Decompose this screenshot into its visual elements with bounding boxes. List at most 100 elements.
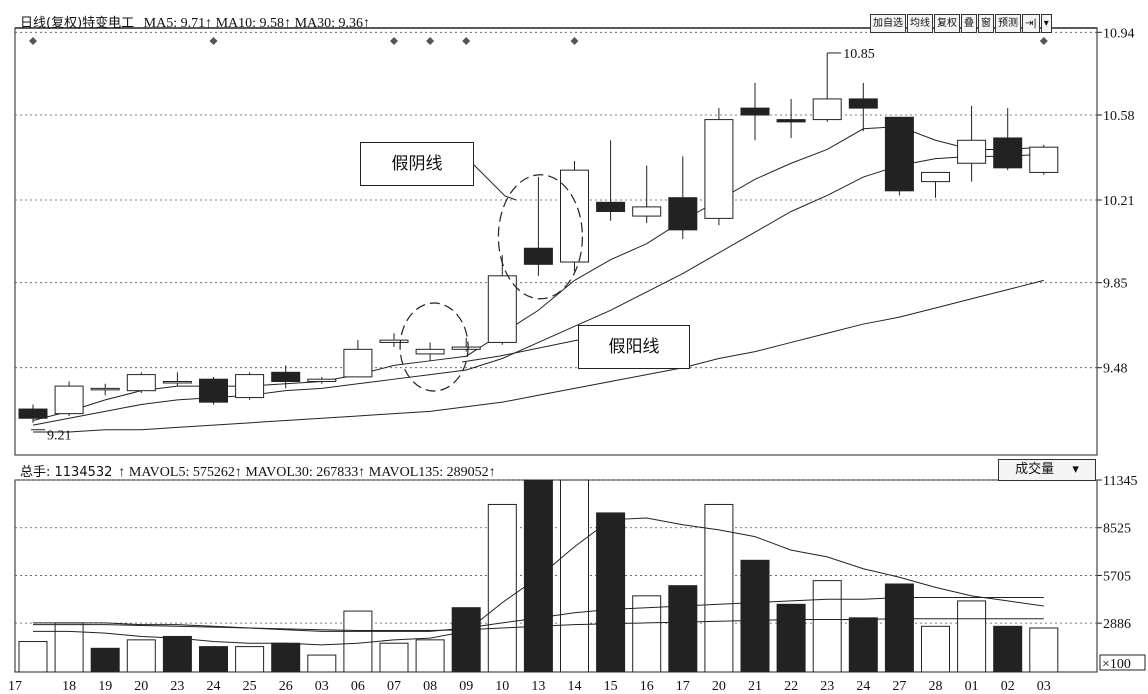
volume-bar-up	[415, 639, 445, 673]
volume-ma-line-1	[33, 517, 1044, 646]
ma5-readout: MA5: 9.71	[143, 16, 206, 31]
volume-bar-up	[957, 600, 987, 673]
volume-indicator-select[interactable]: 成交量 ▾	[998, 459, 1096, 481]
volume-bar-down	[884, 583, 914, 673]
chevron-down-icon: ▾	[1072, 462, 1079, 477]
bull-candle	[415, 348, 445, 355]
volume-bar-up	[379, 642, 409, 673]
volume-bar-down	[596, 512, 626, 673]
low-price-label: 9.21	[47, 429, 72, 444]
ma10-arrow: ↑	[284, 16, 292, 31]
volume-bar-down	[162, 635, 192, 673]
chart-title: 日线(复权)特变电工	[20, 16, 135, 31]
price-tick-label: 9.48	[1103, 362, 1128, 377]
volume-bar-up	[126, 639, 156, 673]
x-tick-label: 03	[1037, 679, 1051, 694]
overlay-button[interactable]: 叠	[961, 14, 977, 33]
bear-candle	[848, 98, 878, 109]
x-tick-label: 10	[495, 679, 509, 694]
x-tick-label: 27	[892, 679, 906, 694]
volume-bar-up	[812, 580, 842, 673]
ma30-arrow: ↑	[363, 16, 371, 31]
x-tick-label: 06	[351, 679, 365, 694]
event-marker-icon	[426, 37, 435, 45]
x-tick-label: 17	[8, 679, 22, 694]
price-tick-label: 9.85	[1103, 277, 1128, 292]
jump-end-button[interactable]: ⇥|	[1022, 14, 1040, 33]
volume-bar-up	[18, 641, 48, 673]
volume-bar-down	[993, 625, 1023, 673]
x-tick-label: 23	[820, 679, 834, 694]
fake-bull-callout: 假阳线	[578, 325, 690, 369]
price-header: 日线(复权)特变电工 MA5: 9.71↑ MA10: 9.58↑ MA30: …	[20, 12, 370, 32]
bear-candle	[18, 408, 48, 419]
volume-bar-up	[235, 646, 265, 673]
bull-candle	[451, 346, 481, 350]
ma-line-button[interactable]: 均线	[907, 14, 933, 33]
x-tick-label: 20	[134, 679, 148, 694]
bear-candle	[523, 247, 553, 265]
bull-candle	[957, 139, 987, 164]
fake-bear-callout: 假阴线	[360, 142, 474, 186]
bear-candle	[776, 119, 806, 123]
volume-indicator-label: 成交量	[1015, 462, 1055, 477]
add-watchlist-button[interactable]: 加自选	[870, 14, 906, 33]
x-tick-label: 13	[531, 679, 545, 694]
bull-candle	[1029, 146, 1059, 173]
x-tick-label: 15	[604, 679, 618, 694]
bull-candle	[632, 206, 662, 217]
volume-bar-down	[776, 603, 806, 673]
price-panel-frame	[14, 27, 1098, 456]
fake-bear-ellipse	[497, 174, 584, 300]
x-tick-label: 23	[170, 679, 184, 694]
volume-bar-up	[560, 479, 589, 673]
x-tick-label: 21	[748, 679, 762, 694]
volume-bar-up	[921, 625, 950, 673]
x-tick-label: 19	[98, 679, 112, 694]
toolbar-dropdown-icon[interactable]: ▾	[1040, 14, 1052, 33]
ma30-readout: MA30: 9.36	[294, 16, 364, 31]
volume-bar-down	[740, 559, 770, 673]
volume-bar-down	[199, 646, 228, 673]
x-tick-label: 01	[965, 679, 979, 694]
total-arrow: ↑	[118, 465, 126, 480]
bull-candle	[921, 171, 950, 183]
volume-bar-up	[704, 503, 734, 673]
x-tick-label: 16	[640, 679, 654, 694]
bear-candle	[199, 378, 228, 403]
fake-bull-leader	[461, 339, 579, 363]
chart-toolbar: 加自选 均线 复权 叠 窗 预测 ⇥| ▾	[870, 14, 1053, 33]
ma10-readout: MA10: 9.58	[215, 16, 285, 31]
bull-candle	[90, 387, 120, 391]
volume-ma-line-2	[33, 597, 1044, 632]
event-marker-icon	[1039, 37, 1048, 45]
forecast-button[interactable]: 预测	[995, 14, 1021, 33]
event-marker-icon	[390, 37, 398, 45]
event-marker-icon	[462, 37, 471, 45]
bull-candle	[54, 385, 84, 415]
volume-bar-up	[487, 503, 517, 673]
volume-tick-label: 8525	[1103, 522, 1131, 537]
x-tick-label: 08	[423, 679, 437, 694]
volume-bar-down	[90, 647, 120, 673]
event-marker-icon	[570, 37, 579, 45]
price-tick-label: 10.21	[1103, 194, 1135, 209]
bull-candle	[343, 348, 373, 378]
mavol5-readout: MAVOL5: 575262	[128, 465, 235, 480]
event-marker-icon	[209, 37, 218, 45]
bear-candle	[884, 116, 914, 192]
x-tick-label: 14	[568, 679, 582, 694]
x-tick-label: 24	[856, 679, 870, 694]
window-button[interactable]: 窗	[978, 14, 994, 33]
x-tick-label: 24	[207, 679, 221, 694]
adjust-button[interactable]: 复权	[934, 14, 960, 33]
x-tick-label: 03	[315, 679, 329, 694]
bear-candle	[740, 107, 770, 116]
x-tick-label: 17	[676, 679, 690, 694]
mavol5-arrow: ↑	[234, 465, 242, 480]
event-marker-icon	[29, 37, 37, 45]
ma5-arrow: ↑	[205, 16, 213, 31]
volume-bar-up	[54, 622, 84, 673]
bull-candle	[162, 380, 192, 384]
